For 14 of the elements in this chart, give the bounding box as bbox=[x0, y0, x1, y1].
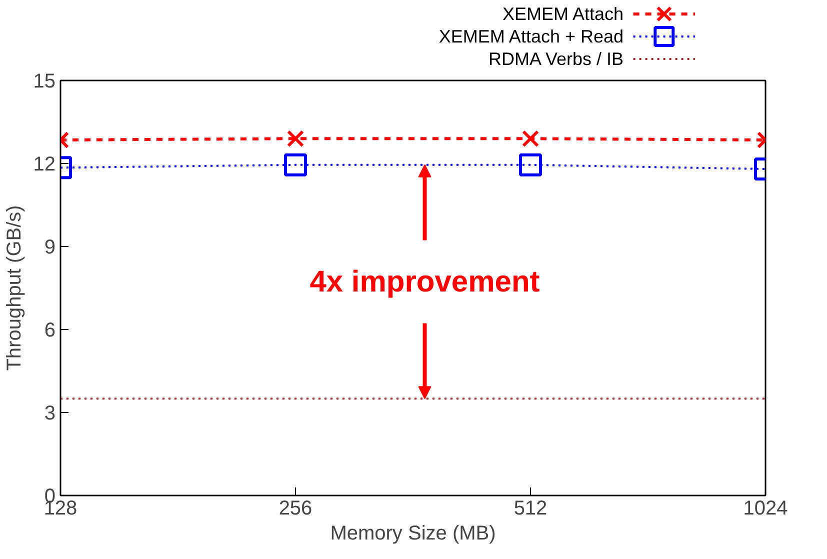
x-tick-label: 1024 bbox=[743, 498, 788, 520]
legend-label: XEMEM Attach + Read bbox=[438, 26, 624, 46]
y-axis-title: Throughput (GB/s) bbox=[3, 205, 26, 371]
x-tick-label: 256 bbox=[278, 498, 312, 520]
x-axis-title: Memory Size (MB) bbox=[330, 522, 496, 544]
y-tick-label: 15 bbox=[33, 70, 56, 92]
y-tick-label: 12 bbox=[33, 154, 56, 176]
y-tick-label: 3 bbox=[44, 402, 56, 424]
y-tick-label: 6 bbox=[44, 320, 56, 342]
x-tick-label: 512 bbox=[514, 498, 548, 520]
legend-label: RDMA Verbs / IB bbox=[488, 49, 624, 69]
annotation: 4x improvement bbox=[310, 265, 540, 298]
y-tick-label: 9 bbox=[44, 236, 56, 258]
legend-label: XEMEM Attach bbox=[502, 4, 624, 24]
